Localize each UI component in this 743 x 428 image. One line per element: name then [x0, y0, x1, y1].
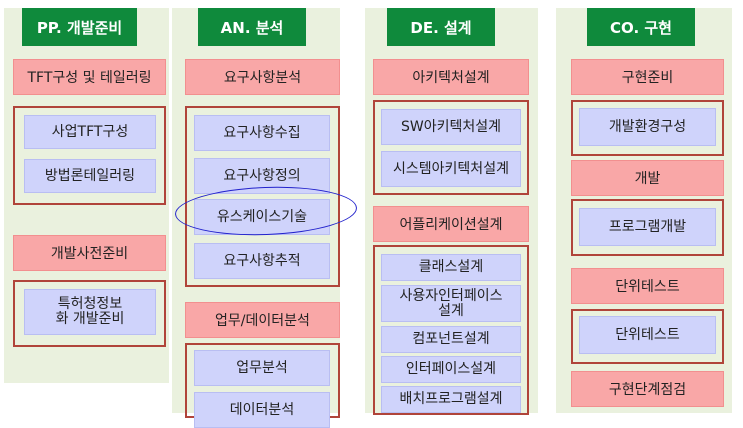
- activity-sw-arch: SW아키텍처설계: [381, 109, 521, 145]
- activity-method-tailoring: 방법론테일러링: [24, 159, 156, 193]
- activity-class-design: 클래스설계: [381, 254, 521, 281]
- phase-development: 개발: [571, 160, 724, 196]
- header-co: CO. 구현: [587, 8, 695, 46]
- phase-implementation-prep: 구현준비: [571, 59, 724, 95]
- phase-implementation-review: 구현단계점검: [571, 371, 724, 407]
- activity-component-design: 컴포넌트설계: [381, 326, 521, 353]
- phase-architecture-design: 아키텍처설계: [373, 59, 529, 95]
- group-unit-test: [571, 309, 724, 364]
- header-pp: PP. 개발준비: [22, 8, 137, 46]
- header-an: AN. 분석: [198, 8, 306, 46]
- phase-requirements-analysis: 요구사항분석: [185, 59, 340, 95]
- group-implementation-prep: [571, 100, 724, 156]
- activity-usecase: 유스케이스기술: [194, 199, 330, 235]
- activity-data-analysis: 데이터분석: [194, 392, 330, 428]
- activity-system-arch: 시스템아키텍처설계: [381, 151, 521, 187]
- activity-unit-test: 단위테스트: [579, 316, 716, 354]
- group-architecture: [373, 100, 529, 195]
- phase-tft-tailoring: TFT구성 및 테일러링: [13, 59, 166, 95]
- group-requirements: [185, 106, 340, 287]
- activity-req-collect: 요구사항수집: [194, 115, 330, 151]
- group-development: [571, 199, 724, 256]
- activity-req-trace: 요구사항추적: [194, 243, 330, 279]
- activity-dev-env: 개발환경구성: [579, 108, 716, 146]
- phase-pre-dev: 개발사전준비: [13, 235, 166, 271]
- group-tft-tailoring: [13, 106, 166, 205]
- activity-req-define: 요구사항정의: [194, 158, 330, 194]
- activity-batch-design: 배치프로그램설계: [381, 386, 521, 413]
- activity-ui-design: 사용자인터페이스 설계: [381, 285, 521, 322]
- activity-interface-design: 인터페이스설계: [381, 356, 521, 383]
- group-pre-dev: [13, 280, 166, 347]
- activity-kipo-prep: 특허청정보화 개발준비: [24, 289, 156, 335]
- header-de: DE. 설계: [387, 8, 495, 46]
- phase-application-design: 어플리케이션설계: [373, 206, 529, 242]
- activity-program-dev: 프로그램개발: [579, 208, 716, 246]
- phase-business-data-analysis: 업무/데이터분석: [185, 302, 340, 338]
- phase-unit-test: 단위테스트: [571, 268, 724, 304]
- activity-business-analysis: 업무분석: [194, 350, 330, 386]
- activity-tft-setup: 사업TFT구성: [24, 115, 156, 149]
